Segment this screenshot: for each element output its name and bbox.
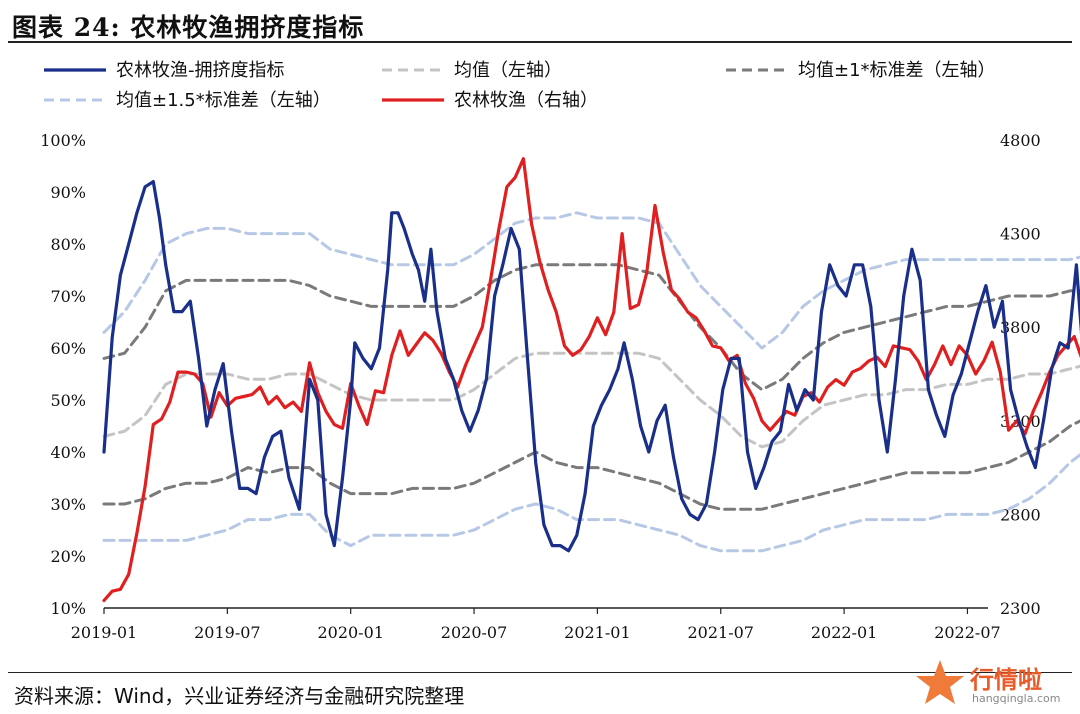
axes: 2019-01 2019-07 2020-01 2020-07 2021-01 2021-… (40, 131, 1040, 642)
series-line-mean (102, 351, 1080, 449)
y-right-tick-label: 4300 (1000, 225, 1041, 244)
y-left-tick-label: 90% (50, 183, 86, 202)
star-logo-icon (916, 660, 964, 704)
legend-label-sd1: 均值±1*标准差（左轴） (798, 60, 996, 81)
y-left-tick-label: 60% (50, 339, 86, 358)
watermark: 行情啦 hangqingla.com (914, 656, 1074, 712)
series-line-index (102, 157, 1080, 603)
title-rule (8, 41, 1072, 43)
y-left-tick-label: 50% (50, 391, 86, 410)
series-line-sd1u (102, 263, 1080, 392)
x-tick-label: 2022-07 (934, 623, 1000, 642)
y-right-tick-label: 4800 (1000, 131, 1041, 150)
y-left-ticks: 10% 20% 30% 40% 50% 60% 70% 80% 90% 100% (40, 131, 86, 618)
x-tick-label: 2019-07 (194, 623, 260, 642)
legend-label-sd15: 均值±1.5*标准差（左轴） (116, 90, 331, 111)
x-ticks: 2019-01 2019-07 2020-01 2020-07 2021-01 2021-… (71, 608, 1001, 642)
y-left-tick-label: 30% (50, 495, 86, 514)
chart-canvas: 农林牧渔-拥挤度指标 均值（左轴） 均值±1*标准差（左轴） 均值±1.5*标准差（左… (40, 60, 1080, 642)
y-left-tick-label: 10% (50, 599, 86, 618)
y-right-tick-label: 3800 (1000, 318, 1041, 337)
y-left-tick-label: 100% (40, 131, 86, 150)
legend-label-mean: 均值（左轴） (454, 60, 562, 81)
series-line-sd15l (102, 453, 1080, 553)
y-right-tick-label: 2300 (1000, 599, 1041, 618)
watermark-url: hangqingla.com (972, 692, 1061, 705)
series-line-sd1l (102, 419, 1080, 511)
bottom-rule (8, 672, 1072, 673)
watermark-text: 行情啦 (970, 666, 1042, 694)
series-line-sd15u (102, 211, 1080, 350)
y-right-tick-label: 2800 (1000, 505, 1041, 524)
x-tick-label: 2022-01 (811, 623, 877, 642)
y-left-tick-label: 70% (50, 287, 86, 306)
x-tick-label: 2020-07 (441, 623, 507, 642)
x-tick-label: 2021-07 (688, 623, 754, 642)
y-left-tick-label: 40% (50, 443, 86, 462)
legend-label-crowding: 农林牧渔-拥挤度指标 (116, 60, 285, 81)
y-left-tick-label: 20% (50, 547, 86, 566)
legend-label-index: 农林牧渔（右轴） (454, 90, 598, 111)
series-line-crowding (102, 180, 1080, 553)
x-tick-label: 2020-01 (317, 623, 383, 642)
y-left-tick-label: 80% (50, 235, 86, 254)
figure-title: 图表 24: 农林牧渔拥挤度指标 (12, 13, 365, 42)
x-tick-label: 2021-01 (564, 623, 630, 642)
plot-lines (102, 157, 1080, 603)
x-tick-label: 2019-01 (71, 623, 137, 642)
legend: 农林牧渔-拥挤度指标 均值（左轴） 均值±1*标准差（左轴） 均值±1.5*标准差（左… (44, 60, 996, 111)
source-note: 资料来源：Wind，兴业证券经济与金融研究院整理 (14, 684, 465, 708)
